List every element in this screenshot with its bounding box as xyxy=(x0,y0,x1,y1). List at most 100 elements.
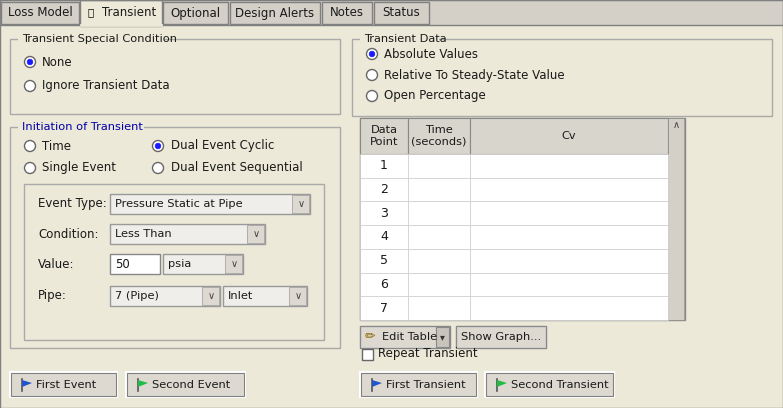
Bar xyxy=(223,286,307,306)
Bar xyxy=(322,2,372,24)
Circle shape xyxy=(24,56,35,67)
Text: ∨: ∨ xyxy=(252,229,259,239)
Text: Dual Event Cyclic: Dual Event Cyclic xyxy=(171,140,274,153)
Bar xyxy=(163,254,243,274)
Bar xyxy=(470,273,668,296)
Bar xyxy=(360,249,408,273)
Bar xyxy=(10,372,117,397)
Bar xyxy=(408,178,470,202)
Bar xyxy=(126,372,245,397)
Bar xyxy=(110,286,220,306)
Text: psia: psia xyxy=(168,259,191,269)
Bar xyxy=(360,296,408,320)
Bar xyxy=(360,118,408,154)
Text: Loss Model: Loss Model xyxy=(8,7,72,20)
Bar xyxy=(408,154,470,178)
Text: Open Percentage: Open Percentage xyxy=(384,89,485,102)
Text: First Event: First Event xyxy=(36,380,96,390)
Bar xyxy=(163,2,228,24)
Polygon shape xyxy=(138,380,148,387)
Bar xyxy=(408,202,470,225)
Circle shape xyxy=(24,162,35,173)
Bar xyxy=(470,296,668,320)
Text: 50: 50 xyxy=(115,257,130,271)
Text: Value:: Value: xyxy=(38,257,74,271)
Polygon shape xyxy=(497,380,507,387)
Text: First Transient: First Transient xyxy=(386,380,466,390)
Text: Second Transient: Second Transient xyxy=(511,380,608,390)
Bar xyxy=(360,118,685,320)
Bar xyxy=(80,0,162,26)
Bar xyxy=(374,2,429,24)
Bar xyxy=(10,39,340,114)
Bar xyxy=(360,154,408,178)
Bar xyxy=(485,372,614,397)
Text: ∨: ∨ xyxy=(294,291,301,301)
Text: Data
Point: Data Point xyxy=(370,125,399,147)
Bar xyxy=(292,195,309,213)
Text: Event Type:: Event Type: xyxy=(38,197,106,211)
Bar xyxy=(408,118,470,154)
Circle shape xyxy=(153,140,164,151)
Bar xyxy=(485,372,615,398)
Bar xyxy=(110,224,265,244)
Text: 6: 6 xyxy=(380,278,388,291)
Bar xyxy=(360,178,408,202)
Text: 7: 7 xyxy=(380,302,388,315)
Circle shape xyxy=(27,59,33,65)
Bar xyxy=(408,249,470,273)
Bar xyxy=(360,372,478,398)
Bar xyxy=(362,328,380,346)
Circle shape xyxy=(24,140,35,151)
Bar xyxy=(408,273,470,296)
Text: Notes: Notes xyxy=(330,7,364,20)
Text: ∨: ∨ xyxy=(298,199,305,209)
Text: ∧: ∧ xyxy=(673,120,680,130)
Text: Dual Event Sequential: Dual Event Sequential xyxy=(171,162,303,175)
Bar xyxy=(18,32,164,46)
Text: 7 (Pipe): 7 (Pipe) xyxy=(115,291,159,301)
Bar xyxy=(470,118,668,154)
Text: ∨: ∨ xyxy=(230,259,237,269)
Text: Optional: Optional xyxy=(170,7,220,20)
Bar xyxy=(352,39,772,116)
Circle shape xyxy=(155,143,161,149)
Bar xyxy=(10,372,118,398)
Bar xyxy=(470,202,668,225)
Text: 5: 5 xyxy=(380,254,388,267)
Text: Ignore Transient Data: Ignore Transient Data xyxy=(42,80,170,93)
Text: Absolute Values: Absolute Values xyxy=(384,47,478,60)
Circle shape xyxy=(366,49,377,60)
Bar xyxy=(360,225,408,249)
Text: Pipe:: Pipe: xyxy=(38,290,67,302)
Bar xyxy=(11,373,116,396)
Text: Status: Status xyxy=(382,7,420,20)
Text: Relative To Steady-State Value: Relative To Steady-State Value xyxy=(384,69,565,82)
Circle shape xyxy=(153,162,164,173)
Bar xyxy=(18,120,143,134)
Text: 3: 3 xyxy=(380,207,388,220)
Text: Show Graph...: Show Graph... xyxy=(461,332,541,342)
Text: Design Alerts: Design Alerts xyxy=(236,7,315,20)
Text: Inlet: Inlet xyxy=(228,291,254,301)
Bar xyxy=(10,127,340,348)
Bar xyxy=(289,287,306,305)
Bar xyxy=(360,118,669,154)
Bar xyxy=(1,2,79,24)
Text: None: None xyxy=(42,55,73,69)
Bar xyxy=(0,0,783,26)
Bar xyxy=(361,373,476,396)
Text: Edit Table: Edit Table xyxy=(382,332,437,342)
Text: Less Than: Less Than xyxy=(115,229,171,239)
Text: Transient Special Condition: Transient Special Condition xyxy=(22,34,177,44)
Bar xyxy=(24,184,324,340)
Bar xyxy=(470,178,668,202)
Text: 2: 2 xyxy=(380,183,388,196)
Bar xyxy=(230,2,320,24)
Text: Single Event: Single Event xyxy=(42,162,116,175)
Text: 4: 4 xyxy=(380,231,388,244)
Bar xyxy=(110,254,160,274)
Text: Transient Data: Transient Data xyxy=(364,34,446,44)
Text: ∨: ∨ xyxy=(207,291,215,301)
Bar xyxy=(436,327,449,347)
